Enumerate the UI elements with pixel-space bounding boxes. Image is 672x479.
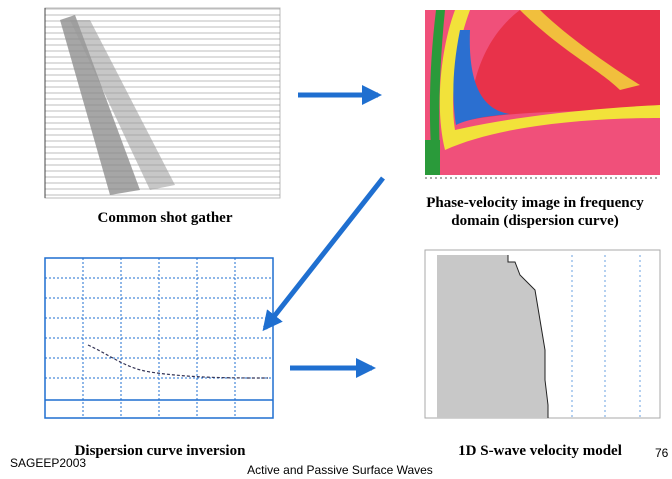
caption: domain (dispersion curve) xyxy=(451,213,619,229)
footer-left: SAGEEP2003 xyxy=(10,456,86,470)
arrows xyxy=(262,85,385,378)
caption: 1D S-wave velocity model xyxy=(458,443,622,459)
shot-gather-image xyxy=(44,7,281,199)
page-number: 76 xyxy=(655,446,669,460)
arrow xyxy=(262,176,385,332)
caption: Dispersion curve inversion xyxy=(75,443,246,459)
dispersion-image xyxy=(425,10,660,179)
velocity-model xyxy=(424,249,661,419)
inversion-plot xyxy=(44,257,274,419)
caption: Phase-velocity image in frequency xyxy=(426,195,644,211)
footer-title: Active and Passive Surface Waves xyxy=(247,463,433,477)
caption: Common shot gather xyxy=(98,210,233,226)
